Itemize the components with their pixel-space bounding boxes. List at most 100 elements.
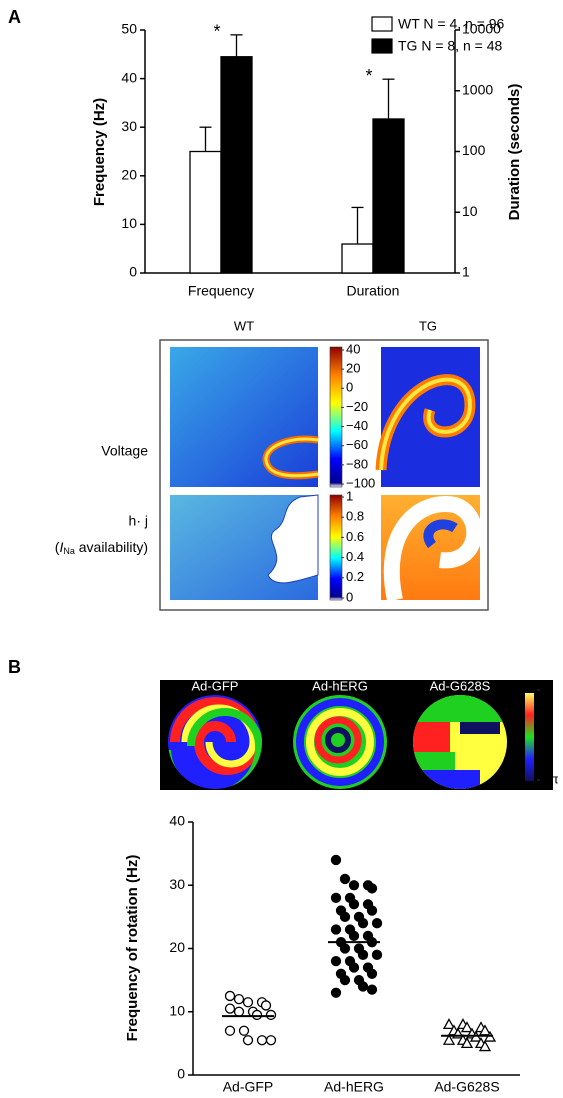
data-point	[267, 1010, 276, 1019]
colorbar-tick-label: −80	[346, 456, 368, 471]
data-point	[350, 963, 359, 972]
data-point	[226, 1026, 235, 1035]
data-point	[350, 900, 359, 909]
y-tick-label: 10	[121, 215, 137, 231]
legend-swatch	[372, 39, 392, 53]
data-point	[368, 985, 377, 994]
strip-chart: Frequency of rotation (Hz) 0 10 20 30 40 Ad-G…	[124, 813, 520, 1095]
y2-tick-label: 10	[462, 203, 478, 219]
y-tick-label: 30	[121, 118, 137, 134]
annotation: *	[365, 66, 372, 86]
data-point	[244, 1036, 253, 1045]
y2-tick-label: 1000	[462, 81, 493, 97]
data-point	[240, 1026, 249, 1035]
x-tick-label: Ad-hERG	[324, 1079, 384, 1095]
y-tick-label: 20	[121, 167, 137, 183]
y-tick-label: 10	[169, 1002, 185, 1018]
data-point	[359, 982, 368, 991]
figure: A Frequency (Hz) Duration (seconds) WT N…	[0, 0, 563, 1098]
data-point	[332, 988, 341, 997]
y-tick-label: 40	[169, 813, 185, 829]
bar	[342, 244, 373, 273]
data-point	[226, 991, 235, 1000]
row-label-part: Na	[63, 546, 75, 556]
annotation: *	[213, 22, 220, 42]
colorbar-tick-label: −60	[346, 437, 368, 452]
data-point	[341, 976, 350, 985]
y-tick-label: 50	[121, 21, 137, 37]
data-point	[267, 1036, 276, 1045]
colorbar-tick-label: 20	[346, 361, 360, 376]
colorbar-tick-label: 40	[346, 341, 360, 356]
data-point	[262, 1001, 271, 1010]
colorbar	[525, 693, 534, 781]
row-label: (INa availability)	[55, 539, 148, 557]
colorbar-tick-label: −20	[346, 399, 368, 414]
bar	[190, 152, 221, 274]
y-axis-label: Frequency of rotation (Hz)	[124, 855, 141, 1042]
colorbar-tick-label: 0	[346, 380, 353, 395]
y2-tick-label: 1	[462, 264, 470, 280]
y-tick-label: 0	[129, 264, 137, 280]
bar-chart: Frequency (Hz) Duration (seconds) WT N =…	[91, 16, 523, 299]
bar	[221, 57, 252, 273]
data-point	[235, 995, 244, 1004]
colorbar-tick-label: 0	[346, 589, 353, 604]
phase-map-label: Ad-G628S	[430, 678, 491, 693]
data-point	[368, 969, 377, 978]
y-axis-label: Frequency (Hz)	[91, 98, 108, 206]
data-point	[444, 1019, 454, 1028]
y-tick-label: 20	[169, 939, 185, 955]
bar	[373, 119, 404, 273]
row-label: h· j	[129, 513, 148, 529]
x-tick-label: Frequency	[188, 283, 254, 299]
phase-map-label: Ad-hERG	[312, 678, 368, 693]
simulation-maps: WT TG Voltage h· j (INa availability)	[55, 318, 488, 610]
y2-tick-label: 100	[462, 142, 486, 158]
colorbar-tick-label: −40	[346, 418, 368, 433]
y2-tick-label: 10000	[462, 21, 501, 37]
data-point	[359, 919, 368, 928]
data-point	[332, 855, 341, 864]
data-point	[332, 925, 341, 934]
legend-swatch	[372, 17, 392, 31]
colorbar-tick-label: 0.8	[346, 509, 364, 524]
column-label: WT	[234, 318, 254, 333]
x-tick-label: Duration	[347, 283, 400, 299]
row-label: Voltage	[101, 443, 148, 459]
colorbar-tick-label: 1	[346, 488, 353, 503]
panel-label: B	[8, 657, 21, 677]
panel-label: A	[8, 7, 21, 27]
data-point	[341, 874, 350, 883]
row-label-part: availability)	[79, 539, 148, 555]
colorbar-tick-label: π	[542, 681, 551, 696]
data-point	[350, 931, 359, 940]
data-point	[253, 1010, 262, 1019]
phase-map-label: Ad-GFP	[192, 678, 239, 693]
y-tick-label: 0	[177, 1066, 185, 1082]
colorbar-tick-label: 0.4	[346, 549, 364, 564]
map-image	[170, 347, 318, 487]
data-point	[341, 912, 350, 921]
colorbar-tick-label: −π	[542, 771, 559, 786]
colorbar-tick-label: 0.2	[346, 569, 364, 584]
y2-axis-label: Duration (seconds)	[506, 84, 523, 221]
x-tick-label: Ad-GFP	[223, 1079, 274, 1095]
data-point	[341, 944, 350, 953]
phase-maps: Ad-GFP Ad-hERG Ad-G628S	[160, 678, 553, 795]
data-point	[368, 906, 377, 915]
data-point	[373, 919, 382, 928]
colorbar	[330, 495, 342, 600]
y-tick-label: 30	[169, 876, 185, 892]
data-point	[359, 950, 368, 959]
data-point	[368, 884, 377, 893]
data-point	[373, 950, 382, 959]
colorbar	[330, 347, 342, 487]
data-point	[244, 998, 253, 1007]
data-point	[226, 1004, 235, 1013]
y-tick-label: 40	[121, 69, 137, 85]
colorbar-tick-label: 0.6	[346, 529, 364, 544]
data-point	[350, 881, 359, 890]
data-point	[258, 1036, 267, 1045]
column-label: TG	[419, 318, 437, 333]
